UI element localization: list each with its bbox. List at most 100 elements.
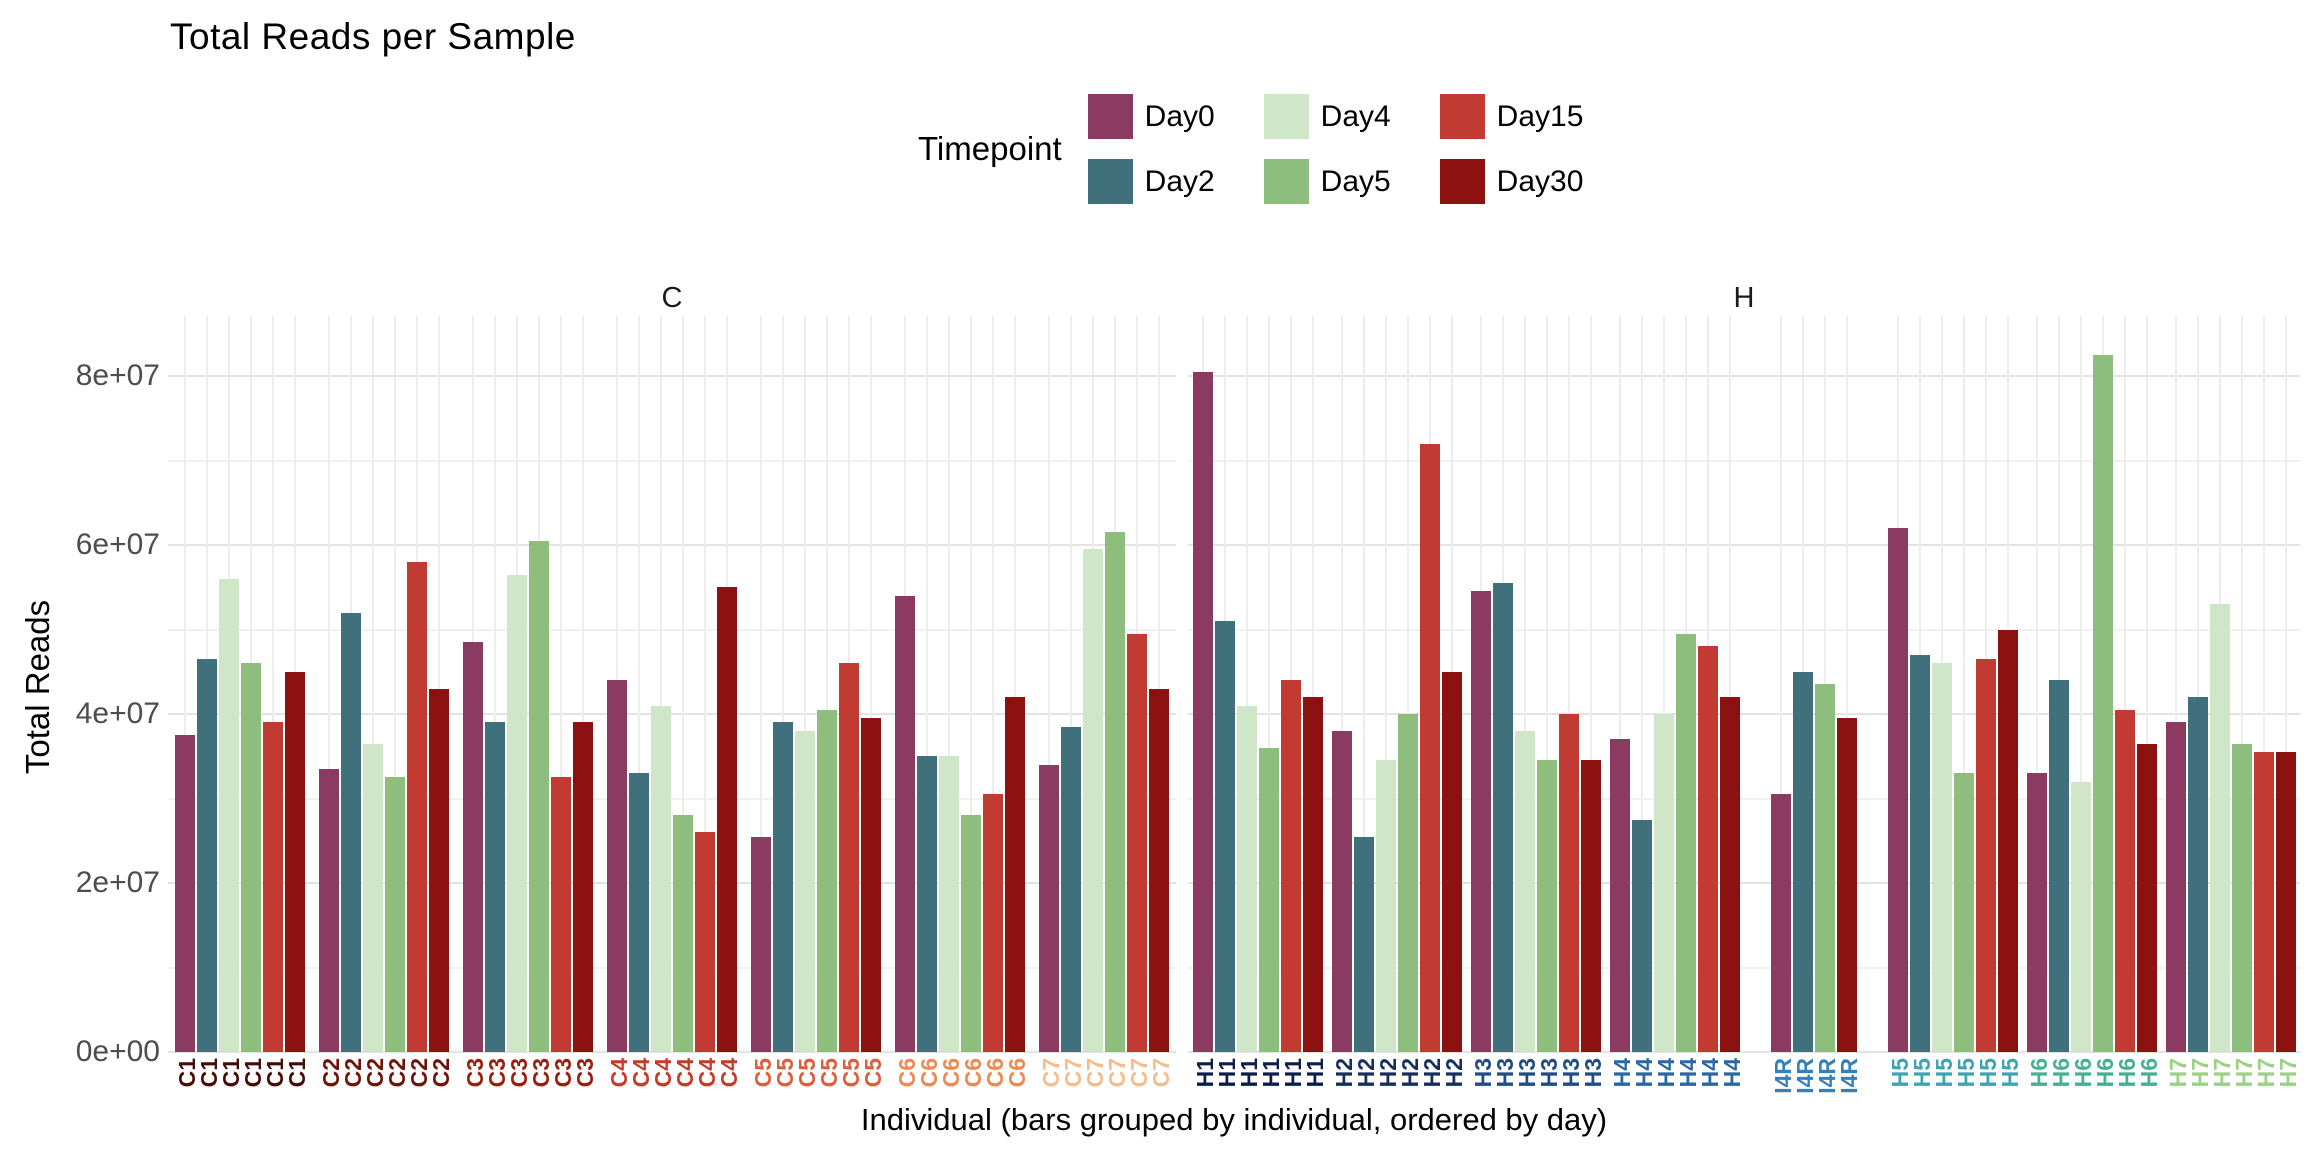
bar-H5-day15	[1975, 659, 1996, 1052]
chart-title: Total Reads per Sample	[170, 16, 576, 57]
legend-label: Day30	[1496, 164, 1584, 198]
gridline-minor	[1188, 797, 2300, 800]
gridline-vertical	[2145, 316, 2148, 1052]
y-tick-label: 6e+07	[75, 528, 160, 561]
gridline-minor	[168, 966, 1176, 969]
bar-H3-day0	[1470, 591, 1491, 1052]
gridline-vertical	[682, 316, 684, 1052]
bar-H2-day30	[1441, 671, 1462, 1052]
gridline-vertical	[1340, 316, 1343, 1052]
legend-label: Day4	[1320, 99, 1391, 133]
bar-C5-day15	[839, 663, 859, 1052]
x-tick-label-h5: H5	[1996, 1058, 2023, 1088]
gridline-minor	[168, 459, 1176, 462]
bar-C7-day5	[1105, 532, 1125, 1052]
bar-H4-day0	[1609, 739, 1630, 1052]
bar-H5-day4	[1931, 663, 1952, 1052]
legend-swatch-day5	[1263, 159, 1309, 204]
gridline-vertical	[948, 316, 950, 1052]
bar-C6-day0	[895, 595, 915, 1052]
gridline-vertical	[494, 316, 496, 1052]
legend-swatch-day30	[1439, 159, 1485, 204]
bar-C7-day4	[1083, 549, 1103, 1052]
x-tick-label-h3: H3	[1579, 1058, 1606, 1088]
bar-C6-day4	[939, 756, 959, 1052]
bar-C5-day2	[773, 722, 793, 1052]
bar-I4R-day30	[1836, 718, 1857, 1052]
legend-item-day30: Day30	[1439, 159, 1590, 204]
gridline-minor	[168, 628, 1176, 631]
gridline-major	[1188, 375, 2300, 377]
bar-C7-day15	[1127, 633, 1147, 1052]
gridline-vertical	[1014, 316, 1016, 1052]
bar-C7-day2	[1061, 726, 1081, 1052]
gridline-vertical	[372, 316, 374, 1052]
gridline-vertical	[1070, 316, 1072, 1052]
gridline-major	[1188, 1051, 2300, 1053]
bar-C5-day4	[795, 730, 815, 1052]
gridline-major	[168, 544, 1176, 546]
gridline-vertical	[704, 316, 706, 1052]
y-tick-label: 2e+07	[75, 866, 160, 899]
x-axis-title: Individual (bars grouped by individual, …	[860, 1102, 1608, 1137]
bar-H5-day5	[1953, 773, 1974, 1052]
gridline-vertical	[1523, 316, 1526, 1052]
legend-title: Timepoint	[918, 130, 1062, 167]
gridline-vertical	[826, 316, 828, 1052]
x-tick-label-c6: C6	[1004, 1058, 1030, 1088]
gridline-vertical	[328, 316, 330, 1052]
gridline-major	[1188, 882, 2300, 884]
bar-C1-day0	[175, 735, 195, 1052]
bar-H1-day0	[1192, 371, 1213, 1052]
legend: Timepoint Day0 Day2 Day4 Day5 Day15 Day30	[918, 94, 1590, 204]
gridline-vertical	[1384, 316, 1387, 1052]
gridline-vertical	[184, 316, 186, 1052]
x-tick-label-h1: H1	[1301, 1058, 1328, 1088]
bar-C6-day5	[961, 815, 981, 1052]
bar-C3-day30	[573, 722, 593, 1052]
bar-H1-day30	[1302, 697, 1323, 1052]
bar-C4-day15	[695, 832, 715, 1052]
bar-C4-day0	[607, 680, 627, 1052]
y-tick-label: 4e+07	[75, 697, 160, 730]
bar-H5-day0	[1887, 528, 1908, 1052]
gridline-vertical	[1048, 316, 1050, 1052]
bar-C3-day5	[529, 540, 549, 1052]
bar-H5-day30	[1997, 629, 2018, 1052]
x-tick-label-h6: H6	[2135, 1058, 2162, 1088]
gridline-vertical	[1962, 316, 1965, 1052]
x-tick-label-c1: C1	[284, 1058, 310, 1088]
facet-label-c: C	[661, 282, 683, 314]
gridline-vertical	[1267, 316, 1270, 1052]
bar-H7-day4	[2209, 604, 2230, 1052]
gridline-vertical	[926, 316, 928, 1052]
gridline-vertical	[660, 316, 662, 1052]
bar-C6-day2	[917, 756, 937, 1052]
bar-H5-day2	[1909, 654, 1930, 1052]
y-tick-label: 8e+07	[75, 359, 160, 392]
gridline-minor	[1188, 459, 2300, 462]
legend-item-day4: Day4	[1263, 94, 1414, 139]
gridline-vertical	[2123, 316, 2126, 1052]
legend-item-day2: Day2	[1087, 159, 1238, 204]
bar-H1-day4	[1236, 705, 1257, 1052]
gridline-major	[1188, 544, 2300, 546]
x-tick-label-c4: C4	[716, 1058, 742, 1088]
bar-C3-day2	[485, 722, 505, 1052]
bar-H6-day2	[2048, 680, 2069, 1052]
bar-H7-day15	[2253, 752, 2274, 1052]
facet-label-h: H	[1733, 282, 1755, 314]
gridline-major	[168, 375, 1176, 377]
gridline-vertical	[870, 316, 872, 1052]
legend-swatch-day15	[1439, 94, 1485, 139]
bar-C6-day30	[1005, 697, 1025, 1052]
gridline-vertical	[1406, 316, 1409, 1052]
x-tick-label-c3: C3	[572, 1058, 598, 1088]
gridline-minor	[1188, 628, 2300, 631]
gridline-vertical	[1662, 316, 1665, 1052]
gridline-vertical	[760, 316, 762, 1052]
x-tick-label-h7: H7	[2274, 1058, 2301, 1088]
gridline-vertical	[1589, 316, 1592, 1052]
gridline-vertical	[1845, 316, 1848, 1052]
bar-H3-day15	[1558, 714, 1579, 1052]
